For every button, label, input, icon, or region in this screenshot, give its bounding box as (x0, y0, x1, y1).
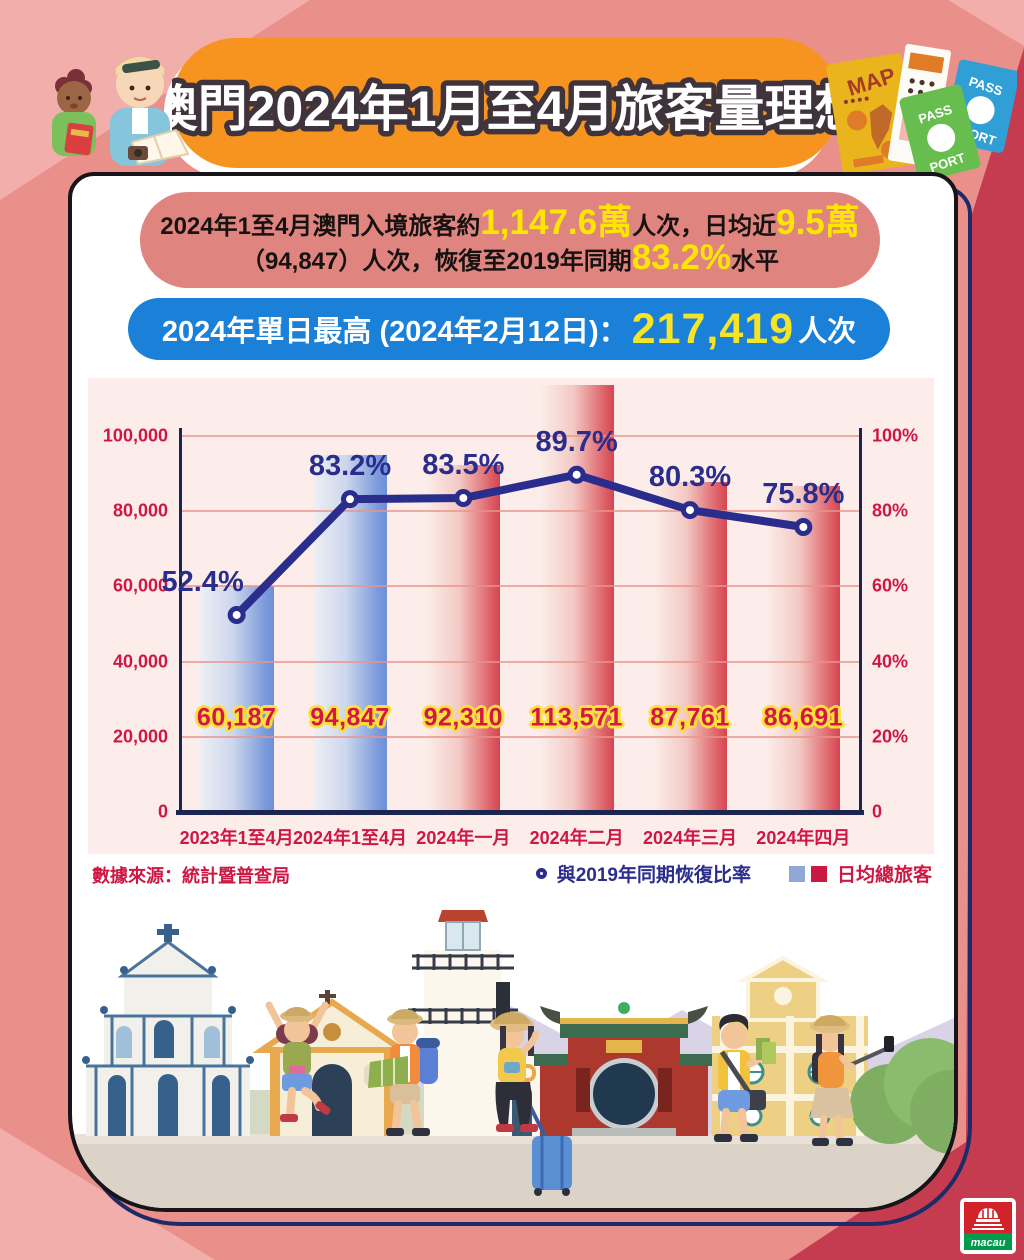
line-percent-label: 75.8% (762, 477, 845, 510)
total-visitors-value: 1,147.6萬 (480, 203, 633, 242)
tourist-man-with-map (714, 1014, 776, 1142)
bar-2024年二月 (539, 384, 614, 812)
tourist-child (52, 69, 96, 156)
a-ma-temple (534, 1002, 714, 1136)
gridline (180, 585, 860, 588)
tourist-woman-suitcase (490, 1012, 572, 1196)
left-axis-tick: 20,000 (112, 726, 168, 747)
right-axis-tick: 100% (872, 425, 919, 446)
travel-docs-illustration: MAP PASS PORT PASS PO (826, 43, 1017, 182)
line-marker (341, 490, 359, 509)
recovery-rate-value: 83.2% (631, 238, 732, 277)
gridline (180, 435, 860, 437)
line-percent-label: 80.3% (648, 461, 732, 494)
macau-landmarks-illustration (72, 910, 954, 1208)
tourist-man (110, 57, 190, 166)
title-text-svg: 澳門2024年1月至4月旅客量理想 (172, 76, 840, 143)
summary-line-1: 2024年1至4月澳門入境旅客約1,147.6萬人次，日均近9.5萬 (160, 203, 860, 242)
macau-tourism-logo: macau (960, 1198, 1016, 1254)
left-axis-tick: 40,000 (112, 651, 168, 672)
line-marker (681, 501, 699, 520)
gridline (180, 510, 860, 513)
ruins-glyph-icon (972, 1208, 1004, 1230)
bar-legend-red-swatch (810, 865, 827, 882)
ground (72, 1134, 954, 1208)
main-card: 2024年1至4月澳門入境旅客約1,147.6萬人次，日均近9.5萬 （94,8… (68, 172, 958, 1212)
bar-2024年三月 (653, 482, 727, 812)
category-label: 2024年一月 (416, 828, 511, 848)
bushes (850, 1038, 954, 1154)
tourist-backpacker-man (368, 1009, 440, 1136)
logo-wordmark: macau (971, 1237, 1006, 1249)
left-axis-line (178, 428, 182, 812)
line-marker (794, 517, 813, 536)
chart-legend: 與2019年同期恢復比率 日均總旅客 (535, 860, 932, 887)
tourist-jumping-girl (265, 1001, 331, 1122)
right-axis-line (858, 428, 862, 812)
summary-line-2: （94,847）人次，恢復至2019年同期83.2%水平 (240, 238, 780, 277)
sidewalk (72, 1134, 954, 1144)
bar-2024年一月 (426, 464, 501, 812)
line-percent-label: 83.5% (422, 449, 505, 482)
bar-legend-blue-swatch (788, 865, 805, 882)
line-percent-label: 83.2% (308, 450, 392, 483)
bar-value-label: 92,310 (423, 703, 504, 732)
daily-record-value: 217,419 (631, 304, 795, 353)
source-row: 數據來源：統計暨普查局 與2019年同期恢復比率 日均總旅客 (72, 860, 954, 890)
page-title: 澳門2024年1月至4月旅客量理想 (172, 81, 840, 137)
category-label: 2024年三月 (642, 828, 738, 848)
bottom-axis-line (176, 810, 864, 815)
right-axis-tick: 0 (872, 801, 883, 822)
line-marker (454, 489, 473, 508)
right-axis-tick: 60% (872, 575, 909, 596)
category-label: 2023年1至4月 (179, 828, 294, 848)
bar-legend-label: 日均總旅客 (836, 865, 932, 886)
tourists-illustration (52, 57, 190, 166)
bar-value-label: 113,571 (530, 703, 623, 732)
line-percent-label: 52.4% (161, 565, 244, 598)
line-marker (227, 605, 246, 624)
left-axis-tick: 100,000 (102, 425, 168, 446)
summary-box: 2024年1至4月澳門入境旅客約1,147.6萬人次，日均近9.5萬 （94,8… (140, 192, 880, 288)
left-axis-tick: 0 (157, 801, 168, 822)
daily-record-pill: 2024年單日最高 (2024年2月12日)： 217,419 人次 (128, 298, 890, 360)
chart-panel: 100,000 80,000 60,000 40,000 20,000 0 100% 80% 6… (88, 378, 934, 854)
category-label: 2024年1至4月 (292, 828, 408, 848)
recovery-rate-line (227, 465, 813, 624)
line-legend-label: 與2019年同期恢復比率 (556, 865, 751, 886)
left-axis-tick: 60,000 (112, 575, 168, 596)
line-marker (567, 465, 586, 484)
right-axis-tick: 20% (872, 726, 909, 747)
bar-2024年四月 (766, 486, 841, 812)
line-percent-label: 89.7% (535, 425, 618, 458)
category-label: 2024年四月 (756, 828, 851, 848)
ruins-of-st-pauls (82, 924, 254, 1136)
bar-value-label: 87,761 (650, 703, 730, 732)
title-banner: 澳門2024年1月至4月旅客量理想 (172, 38, 840, 168)
gridline (180, 660, 860, 663)
right-axis-tick: 40% (872, 651, 909, 672)
line-legend-marker-icon (535, 868, 547, 879)
passport-green: PASS PORT (899, 84, 981, 182)
daily-average-value: 9.5萬 (776, 203, 860, 242)
bar-value-label: 60,187 (196, 703, 277, 732)
gridline (180, 735, 860, 738)
left-axis-tick: 80,000 (112, 500, 168, 521)
tourist-selfie-woman (810, 1015, 894, 1146)
bar-2024年1至4月 (313, 455, 387, 812)
data-source: 數據來源：統計暨普查局 (92, 866, 290, 886)
bar-value-label: 86,691 (763, 703, 844, 732)
category-label: 2024年二月 (529, 828, 624, 848)
bar-value-label: 94,847 (310, 703, 390, 732)
right-axis-tick: 80% (872, 500, 909, 521)
